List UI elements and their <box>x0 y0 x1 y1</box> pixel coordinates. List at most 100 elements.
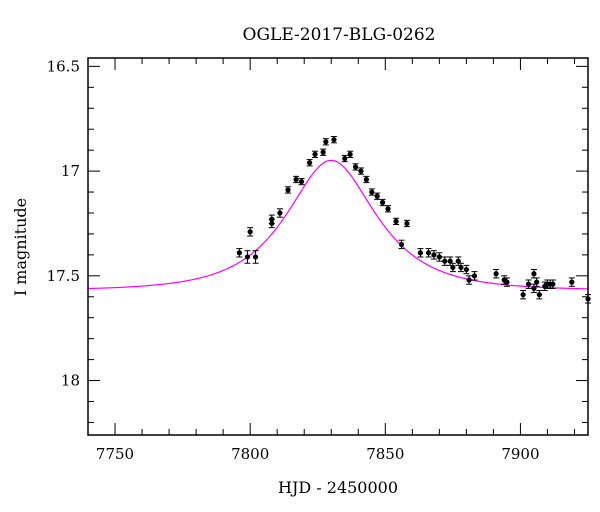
data-point <box>568 277 575 287</box>
data-point <box>520 289 527 300</box>
data-marker <box>466 277 472 283</box>
data-marker <box>525 281 532 287</box>
data-point <box>285 186 291 194</box>
data-point <box>530 283 537 294</box>
data-point <box>341 154 348 163</box>
data-point <box>549 279 556 289</box>
data-point <box>379 198 386 207</box>
data-marker <box>277 210 283 216</box>
data-marker <box>431 252 437 258</box>
data-point <box>352 163 359 171</box>
data-marker <box>374 193 380 199</box>
data-point <box>533 277 540 287</box>
data-marker <box>293 176 299 183</box>
data-point <box>536 289 543 300</box>
data-point <box>363 175 370 184</box>
data-marker <box>352 164 359 170</box>
data-point <box>525 279 532 289</box>
data-point <box>493 269 500 279</box>
x-tick-label: 7750 <box>96 445 134 463</box>
data-marker <box>493 271 499 277</box>
data-marker <box>458 264 464 271</box>
data-marker <box>285 187 291 193</box>
data-point <box>449 262 456 273</box>
data-marker <box>252 254 259 260</box>
data-point <box>503 277 510 287</box>
data-point <box>398 239 405 250</box>
data-point <box>268 218 275 229</box>
model-curve <box>87 159 589 290</box>
data-marker <box>569 279 575 285</box>
data-point <box>306 159 313 167</box>
data-point <box>403 219 410 228</box>
data-point <box>385 205 391 213</box>
data-point <box>417 248 424 258</box>
data-marker <box>404 220 410 227</box>
data-point <box>447 256 454 266</box>
data-marker <box>531 271 537 277</box>
data-marker <box>331 137 337 143</box>
data-marker <box>536 292 542 298</box>
chart-title: OGLE-2017-BLG-0262 <box>243 25 436 45</box>
data-marker <box>398 241 405 248</box>
data-marker <box>342 155 348 162</box>
y-axis-label: I magnitude <box>11 198 30 296</box>
data-point <box>236 248 243 258</box>
data-point <box>276 208 283 218</box>
data-marker <box>455 258 461 264</box>
y-tick-label: 18 <box>61 372 80 390</box>
data-point <box>252 250 259 264</box>
axis-ticks: 7750 7800 7850 7900 16.5 17 17.5 18 <box>47 57 588 463</box>
plot-frame <box>87 57 589 436</box>
data-marker <box>450 264 456 271</box>
data-point <box>320 148 327 156</box>
data-point <box>425 248 432 258</box>
data-point <box>436 252 443 262</box>
data-marker <box>323 139 329 145</box>
data-marker <box>531 285 537 291</box>
data-point <box>357 167 364 175</box>
data-marker <box>312 151 318 157</box>
data-marker <box>244 254 251 260</box>
data-marker <box>369 189 375 195</box>
data-point <box>463 264 470 275</box>
data-marker <box>307 160 313 166</box>
plot-area <box>87 136 591 304</box>
data-marker <box>358 168 364 174</box>
data-marker <box>417 250 424 256</box>
data-point <box>247 227 254 237</box>
data-point <box>374 192 381 200</box>
data-marker <box>247 229 253 235</box>
y-tick-label: 16.5 <box>47 57 80 75</box>
data-point <box>441 256 448 266</box>
data-marker <box>447 258 453 264</box>
data-marker <box>320 149 326 155</box>
data-point <box>347 150 354 158</box>
data-marker <box>534 279 540 285</box>
data-marker <box>363 176 369 183</box>
data-point <box>293 175 300 184</box>
x-axis-label: HJD - 2450000 <box>278 478 398 497</box>
data-marker <box>385 206 391 212</box>
data-marker <box>269 220 275 227</box>
data-point <box>322 138 329 146</box>
data-marker <box>550 281 556 287</box>
data-marker <box>436 254 442 260</box>
data-marker <box>347 151 353 157</box>
data-point <box>457 262 464 273</box>
data-point <box>430 250 437 260</box>
data-marker <box>504 279 510 285</box>
x-tick-label: 7800 <box>231 445 269 463</box>
x-tick-label: 7900 <box>501 445 539 463</box>
data-marker <box>463 266 469 273</box>
data-point <box>466 275 473 285</box>
data-point <box>312 150 319 158</box>
data-marker <box>520 292 526 298</box>
data-point <box>471 271 478 281</box>
data-point <box>368 188 375 196</box>
data-marker <box>471 273 478 279</box>
y-tick-label: 17 <box>61 162 80 180</box>
data-marker <box>298 178 305 185</box>
data-marker <box>379 199 386 206</box>
